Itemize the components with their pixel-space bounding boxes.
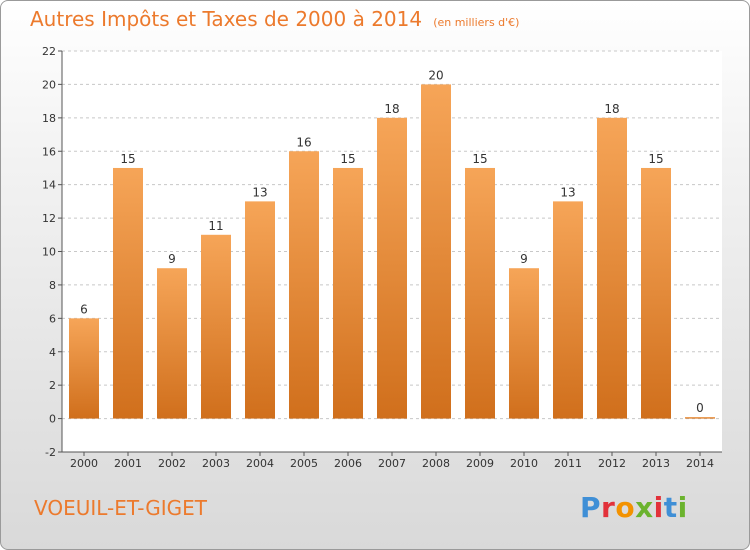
x-tick-label-2005: 2005 bbox=[290, 457, 318, 470]
data-label-2005: 16 bbox=[296, 135, 311, 149]
bar-2009 bbox=[465, 167, 495, 419]
bar-2012 bbox=[597, 117, 627, 419]
x-tick-label-2001: 2001 bbox=[114, 457, 142, 470]
x-tick-label-2002: 2002 bbox=[158, 457, 186, 470]
data-label-2001: 15 bbox=[120, 152, 135, 166]
y-tick-label: 22 bbox=[42, 45, 56, 58]
data-label-2004: 13 bbox=[252, 185, 267, 199]
x-tick-label-2003: 2003 bbox=[202, 457, 230, 470]
chart-title: Autres Impôts et Taxes de 2000 à 2014 bbox=[30, 7, 423, 31]
data-label-2011: 13 bbox=[560, 185, 575, 199]
y-tick-label: 12 bbox=[42, 212, 56, 225]
x-tick-label-2014: 2014 bbox=[686, 457, 714, 470]
data-label-2008: 20 bbox=[428, 68, 443, 82]
y-tick-label: 2 bbox=[49, 379, 56, 392]
bar-2014 bbox=[685, 417, 715, 419]
title-row: Autres Impôts et Taxes de 2000 à 2014 (e… bbox=[30, 7, 519, 31]
y-tick-label: 8 bbox=[49, 279, 56, 292]
x-tick-label-2000: 2000 bbox=[70, 457, 98, 470]
x-tick-label-2012: 2012 bbox=[598, 457, 626, 470]
x-tick-label-2006: 2006 bbox=[334, 457, 362, 470]
y-tick-label: 18 bbox=[42, 112, 56, 125]
y-tick-label: 20 bbox=[42, 78, 56, 91]
bar-2006 bbox=[333, 167, 363, 419]
y-tick-label: 16 bbox=[42, 145, 56, 158]
bar-2004 bbox=[245, 201, 275, 419]
data-label-2003: 11 bbox=[208, 219, 223, 233]
data-label-2013: 15 bbox=[648, 152, 663, 166]
bar-2008 bbox=[421, 84, 451, 419]
x-tick-label-2007: 2007 bbox=[378, 457, 406, 470]
data-label-2010: 9 bbox=[520, 252, 528, 266]
y-tick-label: 4 bbox=[49, 346, 56, 359]
bar-2001 bbox=[113, 167, 143, 419]
x-tick-label-2013: 2013 bbox=[642, 457, 670, 470]
x-tick-label-2008: 2008 bbox=[422, 457, 450, 470]
bar-2007 bbox=[377, 117, 407, 419]
bar-2003 bbox=[201, 234, 231, 419]
bar-2000 bbox=[69, 318, 99, 419]
y-tick-label: 14 bbox=[42, 179, 56, 192]
x-tick-label-2009: 2009 bbox=[466, 457, 494, 470]
data-labels: 6 15 9 11 13 16 15 18 20 15 9 13 18 15 0 bbox=[80, 68, 704, 415]
x-tick-label-2010: 2010 bbox=[510, 457, 538, 470]
proxiti-logo[interactable]: Proxiti bbox=[580, 491, 688, 524]
data-label-2014: 0 bbox=[696, 401, 704, 415]
y-tick-label: -2 bbox=[45, 446, 56, 459]
bar-2002 bbox=[157, 268, 187, 419]
chart-subtitle: (en milliers d'€) bbox=[433, 16, 520, 29]
bar-2011 bbox=[553, 201, 583, 419]
data-label-2009: 15 bbox=[472, 152, 487, 166]
data-label-2000: 6 bbox=[80, 302, 88, 316]
data-label-2002: 9 bbox=[168, 252, 176, 266]
bar-2010 bbox=[509, 268, 539, 419]
x-tick-label-2011: 2011 bbox=[554, 457, 582, 470]
data-label-2006: 15 bbox=[340, 152, 355, 166]
bars bbox=[69, 84, 715, 419]
commune-name: VOEUIL-ET-GIGET bbox=[34, 496, 207, 520]
y-tick-label: 10 bbox=[42, 246, 56, 259]
x-tick-label-2004: 2004 bbox=[246, 457, 274, 470]
bar-2005 bbox=[289, 151, 319, 419]
data-label-2012: 18 bbox=[604, 102, 619, 116]
bar-2013 bbox=[641, 167, 671, 419]
data-label-2007: 18 bbox=[384, 102, 399, 116]
y-tick-label: 6 bbox=[49, 312, 56, 325]
y-tick-label: 0 bbox=[49, 413, 56, 426]
